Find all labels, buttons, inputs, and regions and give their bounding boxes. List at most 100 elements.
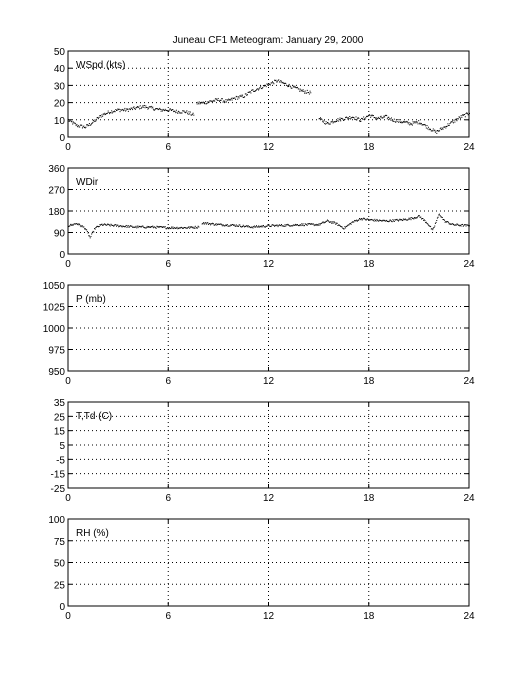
wdir-point xyxy=(180,226,182,228)
wdir-point xyxy=(136,225,138,227)
wdir-point xyxy=(89,235,91,237)
wspd-point xyxy=(218,99,220,101)
wspd-point xyxy=(109,113,111,115)
wspd-point xyxy=(336,120,338,122)
wdir-point xyxy=(161,226,163,228)
wdir-point xyxy=(92,230,94,232)
wspd-point xyxy=(386,118,388,120)
wdir-point xyxy=(228,225,230,227)
wdir-point xyxy=(229,225,231,227)
wdir-point xyxy=(259,225,261,227)
wspd-point xyxy=(81,124,83,126)
wspd-point xyxy=(237,96,239,98)
wspd-point xyxy=(84,127,86,129)
wspd-point xyxy=(186,110,188,112)
wdir-point xyxy=(342,227,344,229)
wdir-point xyxy=(375,220,377,222)
wdir-point xyxy=(159,226,161,228)
wspd-point xyxy=(331,120,333,122)
wdir-point xyxy=(82,226,84,228)
wspd-point xyxy=(276,81,278,83)
wspd-point xyxy=(349,118,351,120)
wdir-point xyxy=(128,226,130,228)
wdir-point xyxy=(238,224,240,226)
wdir-point xyxy=(129,225,131,227)
wdir-point xyxy=(223,225,225,227)
wdir-point xyxy=(439,215,441,217)
wspd-point xyxy=(203,102,205,104)
wdir-point xyxy=(205,222,207,224)
wspd-point xyxy=(214,100,216,102)
wdir-point xyxy=(377,220,379,222)
wdir-point xyxy=(143,227,145,229)
wspd-point xyxy=(90,123,92,125)
wspd-point xyxy=(329,123,331,125)
wspd-point xyxy=(134,107,136,109)
wdir-point xyxy=(168,228,170,230)
wspd-point xyxy=(287,85,289,87)
wspd-point xyxy=(188,111,190,113)
wspd-point xyxy=(457,118,459,120)
wdir-point xyxy=(444,221,446,223)
wspd-point xyxy=(129,108,131,110)
wdir-point xyxy=(343,228,345,230)
wdir-point xyxy=(460,225,462,227)
wspd-point xyxy=(398,119,400,121)
wspd-point xyxy=(291,87,293,89)
wspd-point xyxy=(138,106,140,108)
wdir-point xyxy=(345,227,347,229)
wspd-point xyxy=(409,124,411,126)
wdir-point xyxy=(373,220,375,222)
wspd-point xyxy=(262,85,264,87)
wspd-point xyxy=(220,99,222,101)
wdir-point xyxy=(77,223,79,225)
wdir-point xyxy=(86,230,88,232)
wspd-point xyxy=(160,110,162,112)
wdir-point xyxy=(458,224,460,226)
wspd-point xyxy=(230,98,232,100)
wdir-point xyxy=(382,219,384,221)
wspd-point xyxy=(170,109,172,111)
wdir-point xyxy=(166,227,168,229)
wdir-point xyxy=(170,228,172,230)
wspd-point xyxy=(283,83,285,85)
wdir-point xyxy=(315,223,317,225)
wspd-point xyxy=(281,81,283,83)
wspd-point xyxy=(164,108,166,110)
wspd-point xyxy=(207,101,209,103)
wspd-point xyxy=(165,109,167,111)
wspd-point xyxy=(377,116,379,118)
wspd-point xyxy=(375,118,377,120)
wdir-point xyxy=(221,224,223,226)
wdir-point xyxy=(441,216,443,218)
y-tick-label: 0 xyxy=(59,133,65,144)
wdir-point xyxy=(332,222,334,224)
wspd-point xyxy=(390,119,392,121)
wdir-point xyxy=(381,220,383,222)
wspd-point xyxy=(353,117,355,119)
wspd-point xyxy=(372,115,374,117)
wdir-point xyxy=(391,220,393,222)
x-tick-label: 6 xyxy=(165,259,171,270)
wspd-point xyxy=(274,80,276,82)
wdir-point xyxy=(333,221,335,223)
wspd-point xyxy=(308,92,310,94)
wdir-point xyxy=(164,226,166,228)
wdir-point xyxy=(290,225,292,227)
wdir-point xyxy=(102,224,104,226)
wdir-point xyxy=(413,218,415,220)
wspd-point xyxy=(88,123,90,125)
wdir-point xyxy=(83,226,85,228)
x-tick-label: 6 xyxy=(165,142,171,153)
wspd-point xyxy=(223,100,225,102)
wdir-point xyxy=(339,225,341,227)
wdir-point xyxy=(330,221,332,223)
wspd-point xyxy=(146,106,148,108)
wspd-point xyxy=(104,112,106,114)
wdir-point xyxy=(395,219,397,221)
y-tick-label: 975 xyxy=(48,346,65,357)
wdir-point xyxy=(397,220,399,222)
wdir-point xyxy=(388,221,390,223)
wdir-point xyxy=(288,224,290,226)
wdir-point xyxy=(308,223,310,225)
